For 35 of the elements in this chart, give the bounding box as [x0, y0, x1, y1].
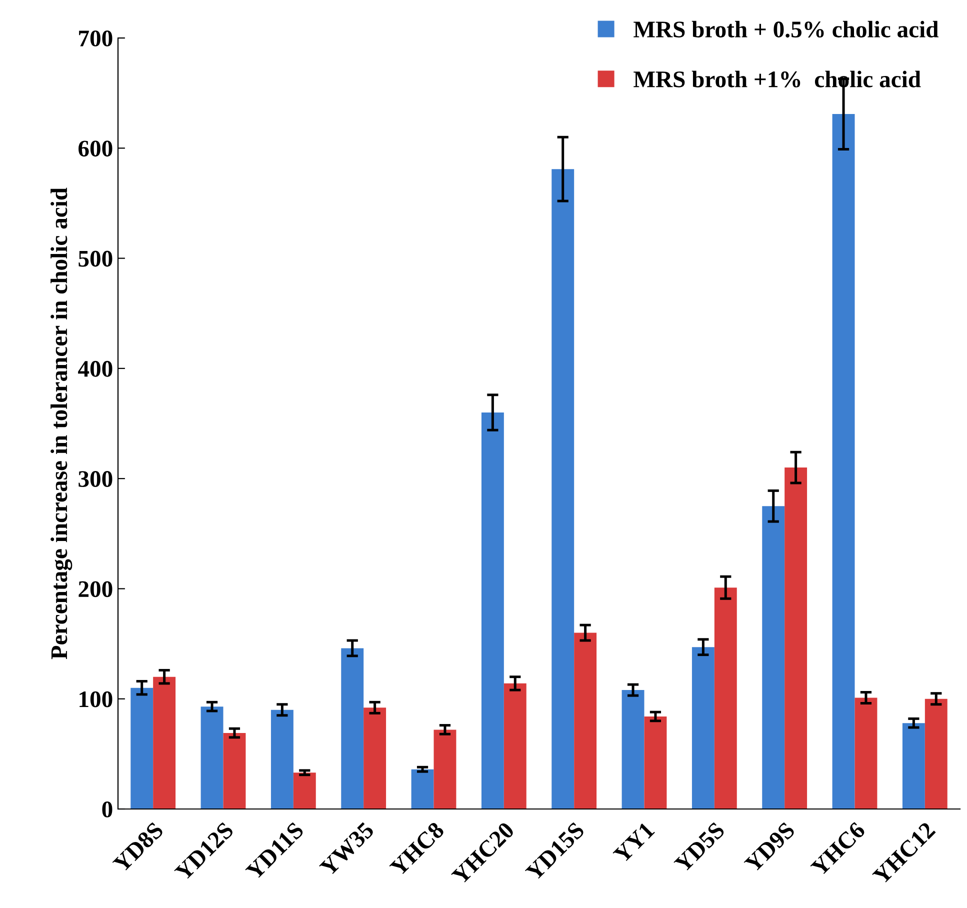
legend-label: MRS broth + 0.5% cholic acid — [634, 20, 938, 38]
bar — [784, 468, 808, 809]
y-tick-label: 0 — [102, 801, 112, 818]
bar — [411, 769, 434, 809]
bar — [481, 412, 504, 809]
bar — [574, 632, 597, 809]
bar — [270, 710, 294, 809]
bar — [130, 688, 154, 809]
y-tick-label: 400 — [78, 360, 112, 377]
bar — [762, 506, 785, 809]
y-axis-title: Percentage increase in tolerancer in cholic acid — [50, 188, 72, 660]
bar — [341, 648, 364, 809]
bar — [622, 690, 644, 809]
y-tick-label: 700 — [79, 30, 112, 46]
bar — [854, 698, 878, 809]
bar — [714, 588, 737, 809]
y-tick-label: 100 — [80, 691, 112, 708]
bar — [223, 733, 246, 809]
bar — [434, 730, 456, 809]
bar — [200, 706, 224, 809]
bar — [644, 716, 667, 809]
x-tick-label: YY1 — [612, 822, 655, 864]
y-tick-label: 600 — [78, 140, 112, 157]
y-tick-label: 300 — [78, 471, 112, 487]
bar — [924, 698, 948, 809]
bar — [902, 723, 925, 809]
bar — [832, 114, 855, 809]
bar — [293, 772, 316, 809]
bar — [552, 169, 574, 809]
bar — [364, 708, 386, 809]
y-tick-label: 500 — [78, 250, 112, 267]
bar — [692, 647, 714, 809]
y-tick-label: 200 — [78, 581, 112, 598]
bar — [153, 676, 176, 809]
bar — [504, 683, 526, 809]
